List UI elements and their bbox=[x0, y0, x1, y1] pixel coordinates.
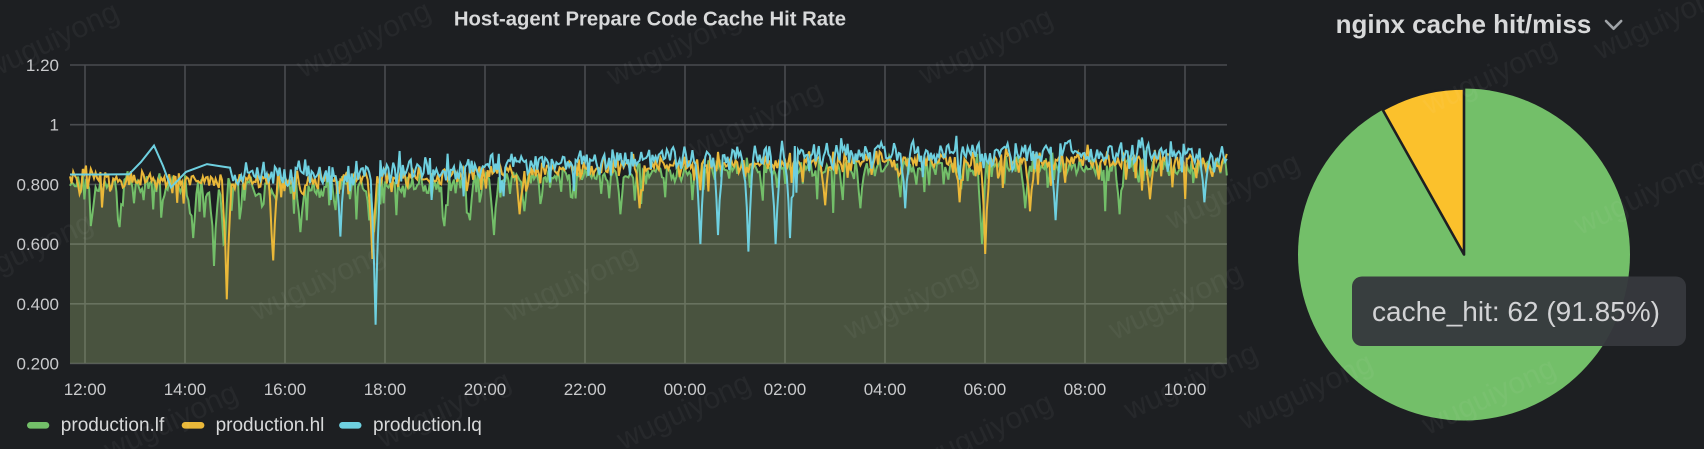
svg-text:cache_hit: 62 (91.85%): cache_hit: 62 (91.85%) bbox=[1372, 296, 1660, 327]
svg-text:22:00: 22:00 bbox=[564, 380, 607, 399]
svg-text:20:00: 20:00 bbox=[464, 380, 507, 399]
svg-text:0.600: 0.600 bbox=[16, 235, 59, 254]
svg-text:nginx cache hit/miss: nginx cache hit/miss bbox=[1336, 9, 1592, 39]
svg-text:16:00: 16:00 bbox=[264, 380, 307, 399]
svg-text:08:00: 08:00 bbox=[1064, 380, 1107, 399]
svg-text:Host-agent Prepare Code Cache: Host-agent Prepare Code Cache Hit Rate bbox=[454, 9, 846, 31]
svg-text:0.400: 0.400 bbox=[16, 295, 59, 314]
svg-text:1: 1 bbox=[50, 116, 59, 135]
svg-text:04:00: 04:00 bbox=[864, 380, 907, 399]
svg-text:0.200: 0.200 bbox=[16, 355, 59, 374]
svg-text:10:00: 10:00 bbox=[1164, 380, 1207, 399]
svg-text:production.lq: production.lq bbox=[373, 415, 482, 436]
svg-text:18:00: 18:00 bbox=[364, 380, 407, 399]
svg-text:14:00: 14:00 bbox=[164, 380, 207, 399]
svg-text:00:00: 00:00 bbox=[664, 380, 707, 399]
svg-text:1.20: 1.20 bbox=[26, 56, 59, 75]
svg-text:06:00: 06:00 bbox=[964, 380, 1007, 399]
svg-text:02:00: 02:00 bbox=[764, 380, 807, 399]
svg-text:0.800: 0.800 bbox=[16, 175, 59, 194]
svg-text:12:00: 12:00 bbox=[64, 380, 107, 399]
svg-text:production.lf: production.lf bbox=[61, 415, 165, 436]
svg-text:production.hl: production.hl bbox=[216, 415, 325, 436]
